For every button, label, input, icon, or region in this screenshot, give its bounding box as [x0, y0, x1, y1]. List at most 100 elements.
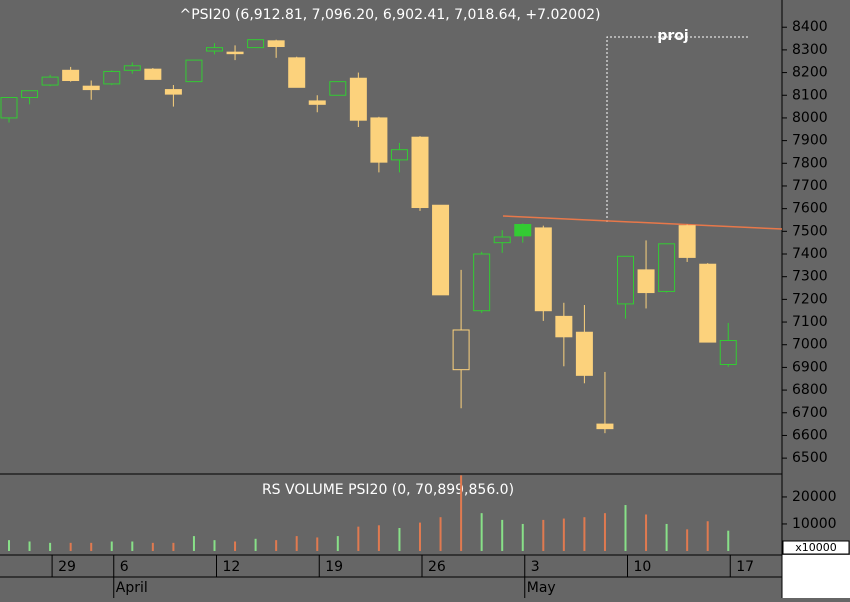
x-tick-label: 29 [58, 559, 76, 575]
chart-title: ^PSI20 (6,912.81, 7,096.20, 6,902.41, 7,… [180, 7, 601, 23]
y-tick-label: 8100 [792, 87, 828, 103]
candle-body [514, 224, 532, 237]
volume-bar [706, 521, 709, 551]
volume-bar [542, 519, 545, 551]
candle-body [21, 90, 39, 99]
y-tick-label: 7000 [792, 337, 828, 353]
volume-bar [275, 540, 278, 551]
y-tick-label: 8300 [792, 42, 828, 58]
volume-bar [460, 475, 463, 551]
y-tick-label: 6500 [792, 450, 828, 466]
y-tick-label: 10000 [792, 516, 837, 532]
candle-body [617, 255, 634, 305]
y-tick-label: 8000 [792, 110, 828, 126]
volume-bar [439, 517, 442, 551]
volume-bar [624, 505, 627, 551]
candle-body [411, 136, 429, 209]
volume-bar [377, 525, 380, 551]
candle-body [82, 85, 100, 91]
candle-body [329, 81, 347, 96]
candle-body [658, 243, 676, 292]
candle-body [575, 331, 593, 376]
volume-bar [172, 542, 175, 551]
x-tick-label: 3 [531, 559, 540, 575]
volume-title: RS VOLUME PSI20 (0, 70,899,856.0) [262, 482, 514, 498]
candle-body [555, 315, 573, 338]
month-label: April [116, 580, 148, 596]
candle-body [452, 329, 470, 371]
candle-body [432, 204, 450, 296]
volume-bar [192, 536, 195, 551]
volume-bar [28, 541, 31, 551]
y-tick-label: 7700 [792, 178, 828, 194]
y-tick-label: 7200 [792, 291, 828, 307]
trend-line [502, 215, 783, 230]
candle-body [699, 263, 717, 343]
candle-body [185, 59, 203, 83]
y-tick-label: 6900 [792, 359, 828, 375]
candle-body [390, 149, 408, 161]
volume-bar [603, 513, 606, 551]
volume-bar [357, 526, 360, 551]
corner [782, 555, 850, 598]
y-tick-label: 8200 [792, 65, 828, 81]
x-tick-label: 17 [736, 559, 754, 575]
y-tick-label: 7400 [792, 246, 828, 262]
x-tick-label: 19 [325, 559, 343, 575]
month-label: May [527, 580, 556, 596]
volume-bar [316, 537, 319, 551]
y-tick-label: 7600 [792, 201, 828, 217]
volume-bar [665, 523, 668, 551]
candle-body [144, 68, 162, 80]
candle-body [247, 39, 265, 49]
candle-body [637, 269, 655, 294]
annotation: proj [657, 28, 688, 44]
volume-bar [213, 540, 216, 551]
y-tick-label: 8400 [792, 19, 828, 35]
volume-bar [480, 513, 483, 551]
candle-body [164, 89, 182, 95]
volume-bar [501, 519, 504, 551]
projection-line [606, 36, 748, 222]
volume-bar [583, 517, 586, 551]
volume-bar [419, 522, 421, 551]
y-tick-label: 7300 [792, 269, 828, 285]
candle-body [62, 69, 80, 82]
volume-bar [49, 542, 52, 551]
candle-body [534, 227, 552, 312]
candle-body [226, 51, 244, 55]
volume-bar [562, 518, 565, 551]
scale-box [782, 540, 850, 555]
candle-body [206, 47, 223, 52]
candle-body [288, 57, 306, 88]
volume-bar [686, 529, 689, 551]
volume-bar [727, 530, 730, 551]
y-tick-label: 6700 [792, 405, 828, 421]
y-tick-label: 20000 [792, 489, 837, 505]
y-tick-label: 7500 [792, 223, 828, 239]
volume-bar [110, 541, 113, 551]
y-tick-label: 7800 [792, 155, 828, 171]
volume-bar [151, 542, 154, 551]
candle-body [103, 70, 121, 85]
volume-bar [521, 523, 524, 551]
candle-body [370, 117, 388, 163]
volume-bar [90, 542, 93, 551]
candle-body [0, 97, 18, 119]
candle-body [123, 65, 141, 71]
candle-body [596, 423, 614, 430]
y-tick-label: 7100 [792, 314, 828, 330]
volume-bar [254, 538, 257, 551]
y-tick-label: 6600 [792, 427, 828, 443]
x-tick-label: 6 [120, 559, 129, 575]
y-tick-label: 6800 [792, 382, 828, 398]
scale-label: x10000 [795, 541, 837, 554]
candle-body [267, 40, 285, 47]
candle-body [493, 236, 511, 244]
candle-body [41, 76, 59, 86]
candle-body [678, 225, 696, 258]
volume-bar [295, 536, 298, 551]
